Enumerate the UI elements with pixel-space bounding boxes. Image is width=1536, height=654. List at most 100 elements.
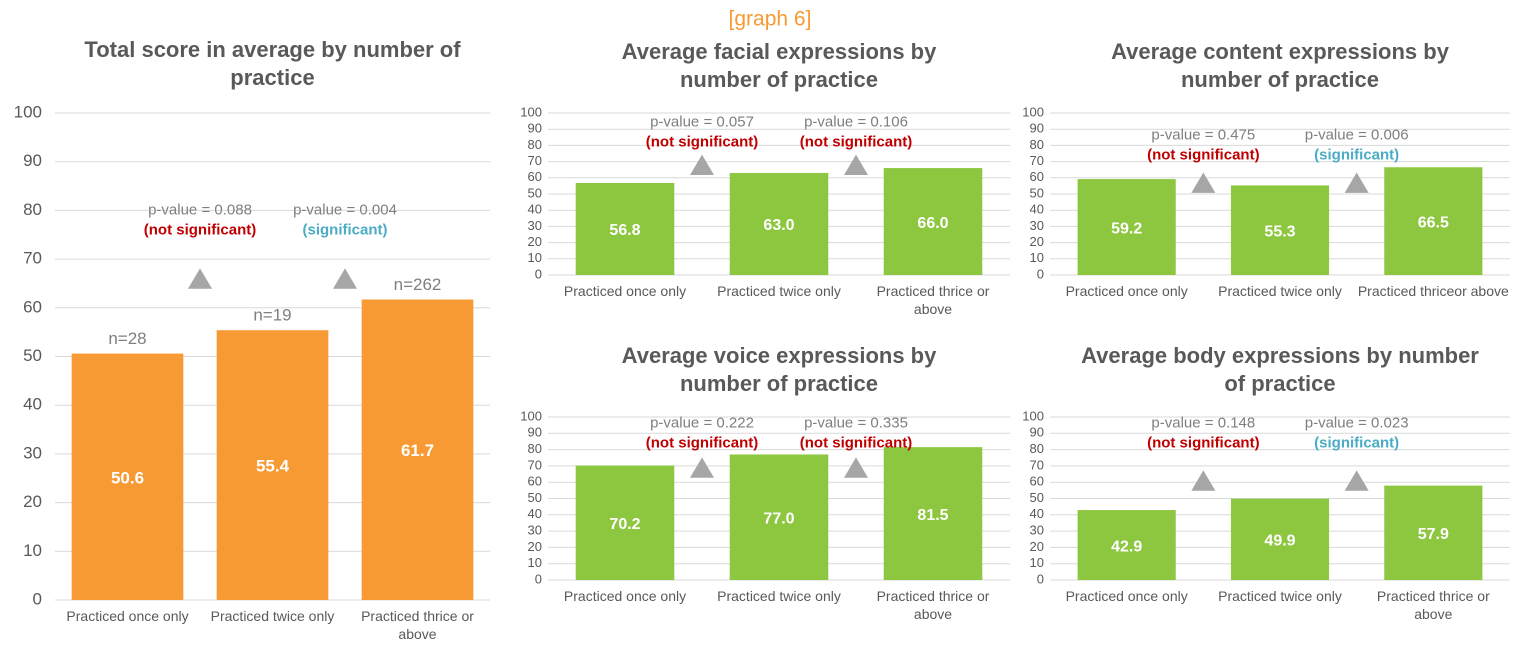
y-tick-label: 50 [23, 346, 42, 365]
y-tick-label: 50 [1030, 185, 1044, 200]
bar [575, 182, 675, 275]
y-tick-label: 70 [528, 457, 542, 472]
x-tick-label-box: Practiced once only [1065, 588, 1188, 604]
x-tick-label: Practiced twice only [717, 283, 841, 299]
y-tick-label: 10 [528, 250, 542, 265]
y-tick-label: 70 [23, 249, 42, 268]
marker [333, 268, 357, 289]
y-tick-label: 70 [1030, 153, 1044, 168]
chart-title: Average body expressions by number of pr… [1081, 343, 1479, 396]
marker [690, 154, 714, 176]
chart-title-box: Average voice expressions by number of p… [621, 343, 937, 396]
y-tick-label: 30 [1030, 523, 1044, 538]
x-tick-label-box: Practiced thrice or above [1376, 588, 1490, 622]
y-tick-label: 70 [528, 153, 542, 168]
bar [1077, 179, 1176, 275]
value-label: 42.9 [1111, 538, 1142, 555]
y-tick-label: 60 [23, 297, 42, 316]
x-tick-label: Practiced thrice or above [876, 283, 990, 317]
y-tick-label: 80 [528, 441, 542, 456]
significance: (not significant) [144, 221, 257, 238]
bar [1230, 185, 1330, 275]
p-value: p-value = 0.222 [650, 414, 754, 431]
p-value: p-value = 0.023 [1305, 414, 1409, 431]
chart-title: Total score in average by number of prac… [84, 37, 461, 90]
y-tick-label: 0 [535, 266, 542, 281]
significance: (significant) [303, 221, 388, 238]
marker [1344, 470, 1369, 491]
bar [71, 353, 184, 600]
chart-title-box: Average body expressions by number of pr… [1081, 343, 1479, 396]
value-label: 63.0 [763, 217, 794, 234]
x-tick-label: Practiced twice only [717, 588, 841, 604]
x-tick-label: Practiced once only [1065, 283, 1188, 299]
x-tick-label-box: Practiced once only [564, 283, 686, 299]
y-tick-label: 50 [1030, 490, 1044, 505]
bar [883, 447, 983, 580]
marker [1191, 172, 1216, 193]
y-tick-label: 30 [528, 218, 542, 233]
significance: (significant) [1314, 147, 1399, 164]
x-tick-label-box: Practiced thrice or above [876, 283, 990, 317]
x-tick-label-box: Practiced once only [1065, 283, 1188, 299]
x-tick-label: Practiced once only [563, 588, 687, 604]
y-tick-label: 90 [528, 121, 542, 136]
chart-title: Average voice expressions by number of p… [621, 343, 937, 396]
p-value: p-value = 0.148 [1151, 414, 1255, 431]
y-tick-label: 80 [528, 137, 542, 152]
significance: (not significant) [1147, 434, 1260, 451]
marker [690, 457, 714, 478]
significance: (significant) [1314, 434, 1399, 451]
x-tick-label-box: Practiced thrice or above [361, 608, 474, 642]
value-label: 55.3 [1264, 223, 1295, 240]
y-tick-label: 10 [23, 541, 42, 560]
bar [1077, 510, 1176, 580]
significance: (not significant) [646, 134, 759, 151]
bar [575, 465, 675, 580]
value-label: 77.0 [763, 510, 794, 527]
p-value: p-value = 0.006 [1305, 127, 1409, 144]
y-tick-label: 90 [23, 151, 42, 170]
x-tick-label: Practiced twice only [1218, 588, 1342, 604]
y-tick-label: 30 [528, 523, 542, 538]
x-tick-label-box: Practiced twice only [1218, 588, 1342, 604]
chart-title: Average content expressions by number of… [1111, 39, 1449, 92]
y-tick-label: 50 [528, 185, 542, 200]
marker [844, 154, 868, 176]
chart-title: Average facial expressions by number of … [621, 39, 937, 92]
y-tick-label: 60 [528, 169, 542, 184]
value-label: 55.4 [256, 457, 290, 476]
p-value: p-value = 0.475 [1151, 127, 1255, 144]
y-tick-label: 90 [1030, 121, 1044, 136]
y-tick-label: 40 [1030, 506, 1044, 521]
y-tick-label: 70 [1030, 457, 1044, 472]
x-tick-label-box: Practiced twice only [1218, 283, 1342, 299]
marker [844, 457, 868, 478]
y-tick-label: 20 [528, 539, 542, 554]
n-label: n=262 [394, 275, 442, 294]
caption: [graph 6] [729, 8, 812, 31]
y-tick-label: 30 [23, 443, 42, 462]
bar [1384, 485, 1483, 580]
p-value: p-value = 0.106 [804, 114, 908, 131]
y-tick-label: 100 [520, 408, 542, 423]
bar [729, 454, 829, 580]
x-tick-label: Practiced thrice or above [1376, 588, 1490, 622]
bar [361, 299, 474, 600]
x-tick-label-box: Practiced twice only [210, 608, 335, 624]
x-tick-label: Practiced once only [1065, 588, 1188, 604]
y-tick-label: 90 [528, 425, 542, 440]
x-tick-label: Practiced thrice or above [876, 588, 990, 622]
y-tick-label: 40 [23, 395, 42, 414]
y-tick-label: 90 [1030, 425, 1044, 440]
marker [1344, 172, 1369, 193]
value-label: 59.2 [1111, 220, 1142, 237]
x-tick-label: Practiced thrice or above [361, 608, 474, 642]
y-tick-label: 80 [1030, 441, 1044, 456]
y-tick-label: 60 [1030, 169, 1044, 184]
x-tick-label: Practiced twice only [210, 608, 335, 624]
significance: (not significant) [800, 434, 913, 451]
y-tick-label: 80 [23, 200, 42, 219]
significance: (not significant) [800, 134, 913, 151]
value-label: 66.0 [917, 215, 948, 232]
